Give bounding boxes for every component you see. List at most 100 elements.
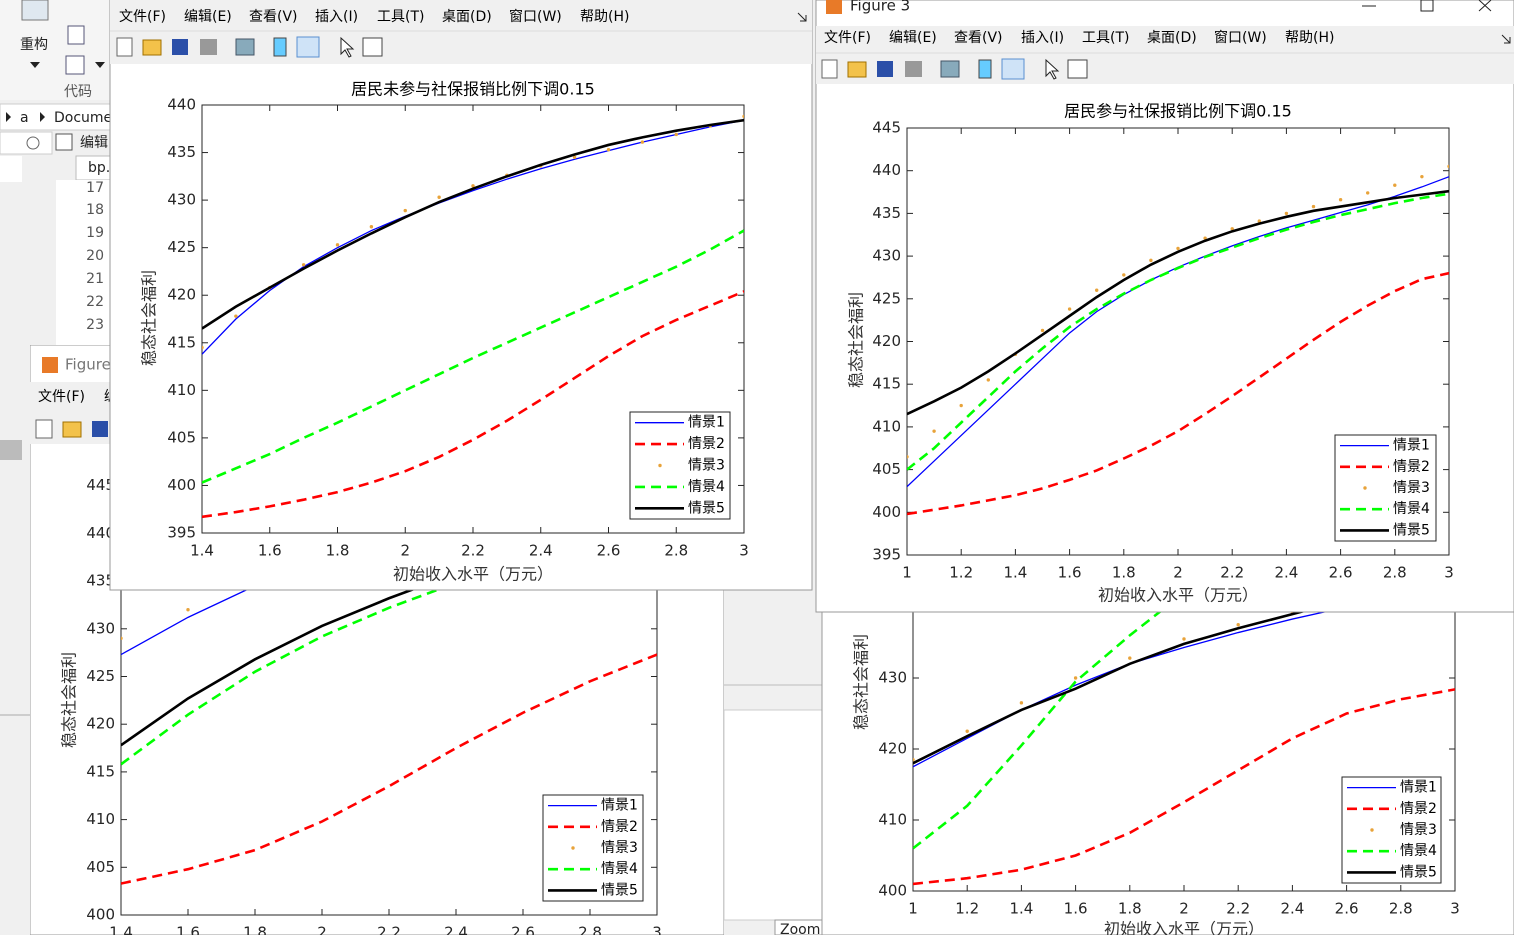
filter-icon[interactable] xyxy=(26,136,40,150)
y-tick-label: 415 xyxy=(167,333,196,351)
y-tick-label: 405 xyxy=(872,460,901,478)
plot-area xyxy=(202,114,744,519)
toolbar-icon[interactable] xyxy=(235,38,255,56)
toolbar-icon[interactable] xyxy=(273,37,287,57)
toolbar-icon[interactable] xyxy=(978,59,992,79)
legend-swatch xyxy=(571,846,575,850)
toolbar-icon[interactable] xyxy=(200,39,217,55)
toolbar-icon[interactable] xyxy=(296,36,320,58)
data-point xyxy=(640,140,645,144)
data-point xyxy=(1338,198,1343,202)
zoom-label[interactable]: Zoom xyxy=(780,922,820,935)
y-tick-label: 420 xyxy=(872,332,901,350)
line-number: 23 xyxy=(86,317,104,333)
menu-item[interactable]: 查看(V) xyxy=(954,30,1003,46)
menu-item[interactable]: 桌面(D) xyxy=(1147,30,1197,46)
menu-item[interactable]: 工具(T) xyxy=(1082,30,1129,46)
figure-window-front-right: Figure 3 文件(F) 编辑(E) 查看(V) 插入(I) 工具(T) 桌面(D) 窗… xyxy=(815,0,1514,613)
toolbar-icon[interactable] xyxy=(905,61,922,77)
dock-icon[interactable] xyxy=(1501,34,1511,44)
menu-item[interactable]: 文件(F) xyxy=(824,30,871,46)
menu-item[interactable]: 工具(T) xyxy=(377,9,424,25)
y-tick-label: 425 xyxy=(86,667,115,685)
toolbar-icon[interactable] xyxy=(172,39,188,55)
toolbar-icon[interactable] xyxy=(340,36,355,58)
toolbar-icon[interactable] xyxy=(62,421,82,438)
menu-item[interactable]: 编辑(E) xyxy=(889,30,937,46)
line-number: 21 xyxy=(86,271,104,287)
y-tick-label: 415 xyxy=(86,762,115,780)
close-button[interactable] xyxy=(1478,0,1492,12)
refactor-label[interactable]: 重构 xyxy=(20,37,48,53)
series-line xyxy=(907,189,1449,416)
y-tick-label: 445 xyxy=(872,119,901,137)
x-tick-label: 2.6 xyxy=(1335,900,1359,918)
menu-item[interactable]: 查看(V) xyxy=(249,9,298,25)
toolbar-icon[interactable] xyxy=(1067,59,1088,79)
window-title: Figure xyxy=(65,356,111,374)
toolbar-icon[interactable] xyxy=(821,59,838,79)
toolbar-icon[interactable] xyxy=(940,60,960,78)
menu-item[interactable]: 文件(F) xyxy=(119,9,166,25)
legend-label: 情景2 xyxy=(1393,459,1430,475)
x-tick-label: 2.2 xyxy=(461,542,485,560)
menu-item[interactable]: 文件(F) xyxy=(38,389,85,405)
toolbar-icon[interactable] xyxy=(877,61,893,77)
dropdown[interactable] xyxy=(95,62,105,68)
line-numbers: 17 18 19 20 21 22 23 xyxy=(86,180,104,333)
menu-item[interactable]: 编辑(E) xyxy=(184,9,232,25)
maximize-button[interactable] xyxy=(1420,0,1434,12)
toolbar-icons xyxy=(821,58,1088,80)
x-tick-label: 1 xyxy=(908,900,918,918)
menu-item[interactable]: 插入(I) xyxy=(1021,30,1064,46)
arrow xyxy=(40,112,45,122)
toolbar-icon[interactable] xyxy=(1001,58,1025,80)
arrow xyxy=(6,112,11,122)
toolbar-icon[interactable] xyxy=(92,421,108,437)
breadcrumb[interactable]: Docume xyxy=(54,110,112,126)
menu-item[interactable]: 插入(I) xyxy=(315,9,358,25)
toolbar-icon[interactable] xyxy=(1045,58,1060,80)
dock-icon[interactable] xyxy=(797,12,807,22)
y-tick-label: 420 xyxy=(878,740,907,758)
data-point xyxy=(1073,676,1078,680)
data-point xyxy=(674,132,678,137)
series-line xyxy=(907,192,1449,471)
y-tick-label: 430 xyxy=(878,669,907,687)
matlab-icon xyxy=(826,0,842,14)
data-point xyxy=(437,195,441,199)
dropdown[interactable] xyxy=(30,62,40,68)
breadcrumb[interactable]: a xyxy=(20,110,29,126)
legend-box xyxy=(542,794,644,902)
x-tick-label: 2 xyxy=(317,924,327,935)
y-tick-label: 415 xyxy=(872,375,901,393)
toolbar-icon[interactable] xyxy=(847,61,867,78)
x-axis-label: 初始收入水平（万元） xyxy=(1098,586,1258,605)
x-axis-label: 初始收入水平（万元） xyxy=(393,565,553,584)
menu-item[interactable]: 窗口(W) xyxy=(1214,29,1267,46)
toolbar-icon[interactable] xyxy=(116,37,133,57)
legend-swatch xyxy=(1363,486,1367,490)
data-point xyxy=(907,455,909,459)
menu-item[interactable]: 帮助(H) xyxy=(1285,30,1334,46)
data-point xyxy=(369,225,374,229)
icon xyxy=(65,55,85,75)
file-tab-label[interactable]: bp. xyxy=(88,160,110,176)
x-tick-label: 2.2 xyxy=(1220,564,1244,582)
menu-item[interactable]: 帮助(H) xyxy=(580,9,629,25)
data-point xyxy=(1257,219,1262,223)
editor-tab[interactable]: 编辑 xyxy=(80,135,108,151)
address-bar xyxy=(0,103,111,131)
menu-item[interactable]: 窗口(W) xyxy=(509,8,562,25)
figure-window-back-right: 400 410 420 430 1 1.2 1.4 1.6 1.8 2 2.2 2.4 2.6 2.8 3 初… xyxy=(821,535,1514,935)
x-tick-label: 1 xyxy=(902,564,912,582)
toolbar-icon[interactable] xyxy=(35,419,53,439)
x-tick-label: 1.6 xyxy=(1064,900,1088,918)
toolbar-icon[interactable] xyxy=(142,39,162,56)
data-point xyxy=(1176,246,1180,251)
toolbar-icon[interactable] xyxy=(362,37,383,57)
x-tick-label: 2.4 xyxy=(1274,564,1298,582)
panel xyxy=(0,156,22,182)
x-tick-label: 2.2 xyxy=(377,924,401,935)
menu-item[interactable]: 桌面(D) xyxy=(442,9,492,25)
